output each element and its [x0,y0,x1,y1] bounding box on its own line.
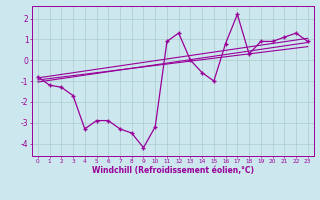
X-axis label: Windchill (Refroidissement éolien,°C): Windchill (Refroidissement éolien,°C) [92,166,254,175]
